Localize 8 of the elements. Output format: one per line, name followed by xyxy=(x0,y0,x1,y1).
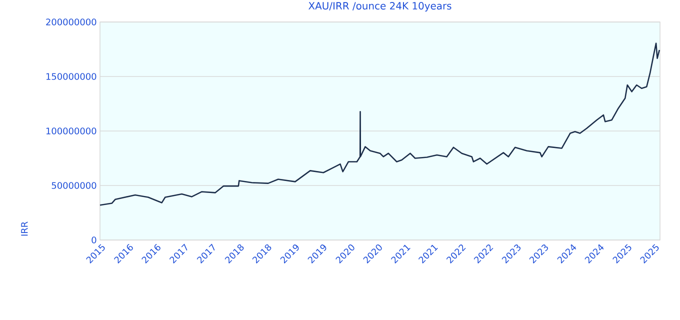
y-tick-label: 50000000 xyxy=(52,182,96,189)
line-series xyxy=(99,42,660,206)
y-tick-label: 200000000 xyxy=(46,18,96,26)
y-tick-label: 150000000 xyxy=(46,73,96,80)
y-tick-label: 0 xyxy=(92,236,96,244)
y-tick-label: 100000000 xyxy=(46,128,96,134)
y-axis-title: IRR xyxy=(21,222,28,236)
chart-title: XAU/IRR /ounce 24K 10years xyxy=(308,2,452,12)
